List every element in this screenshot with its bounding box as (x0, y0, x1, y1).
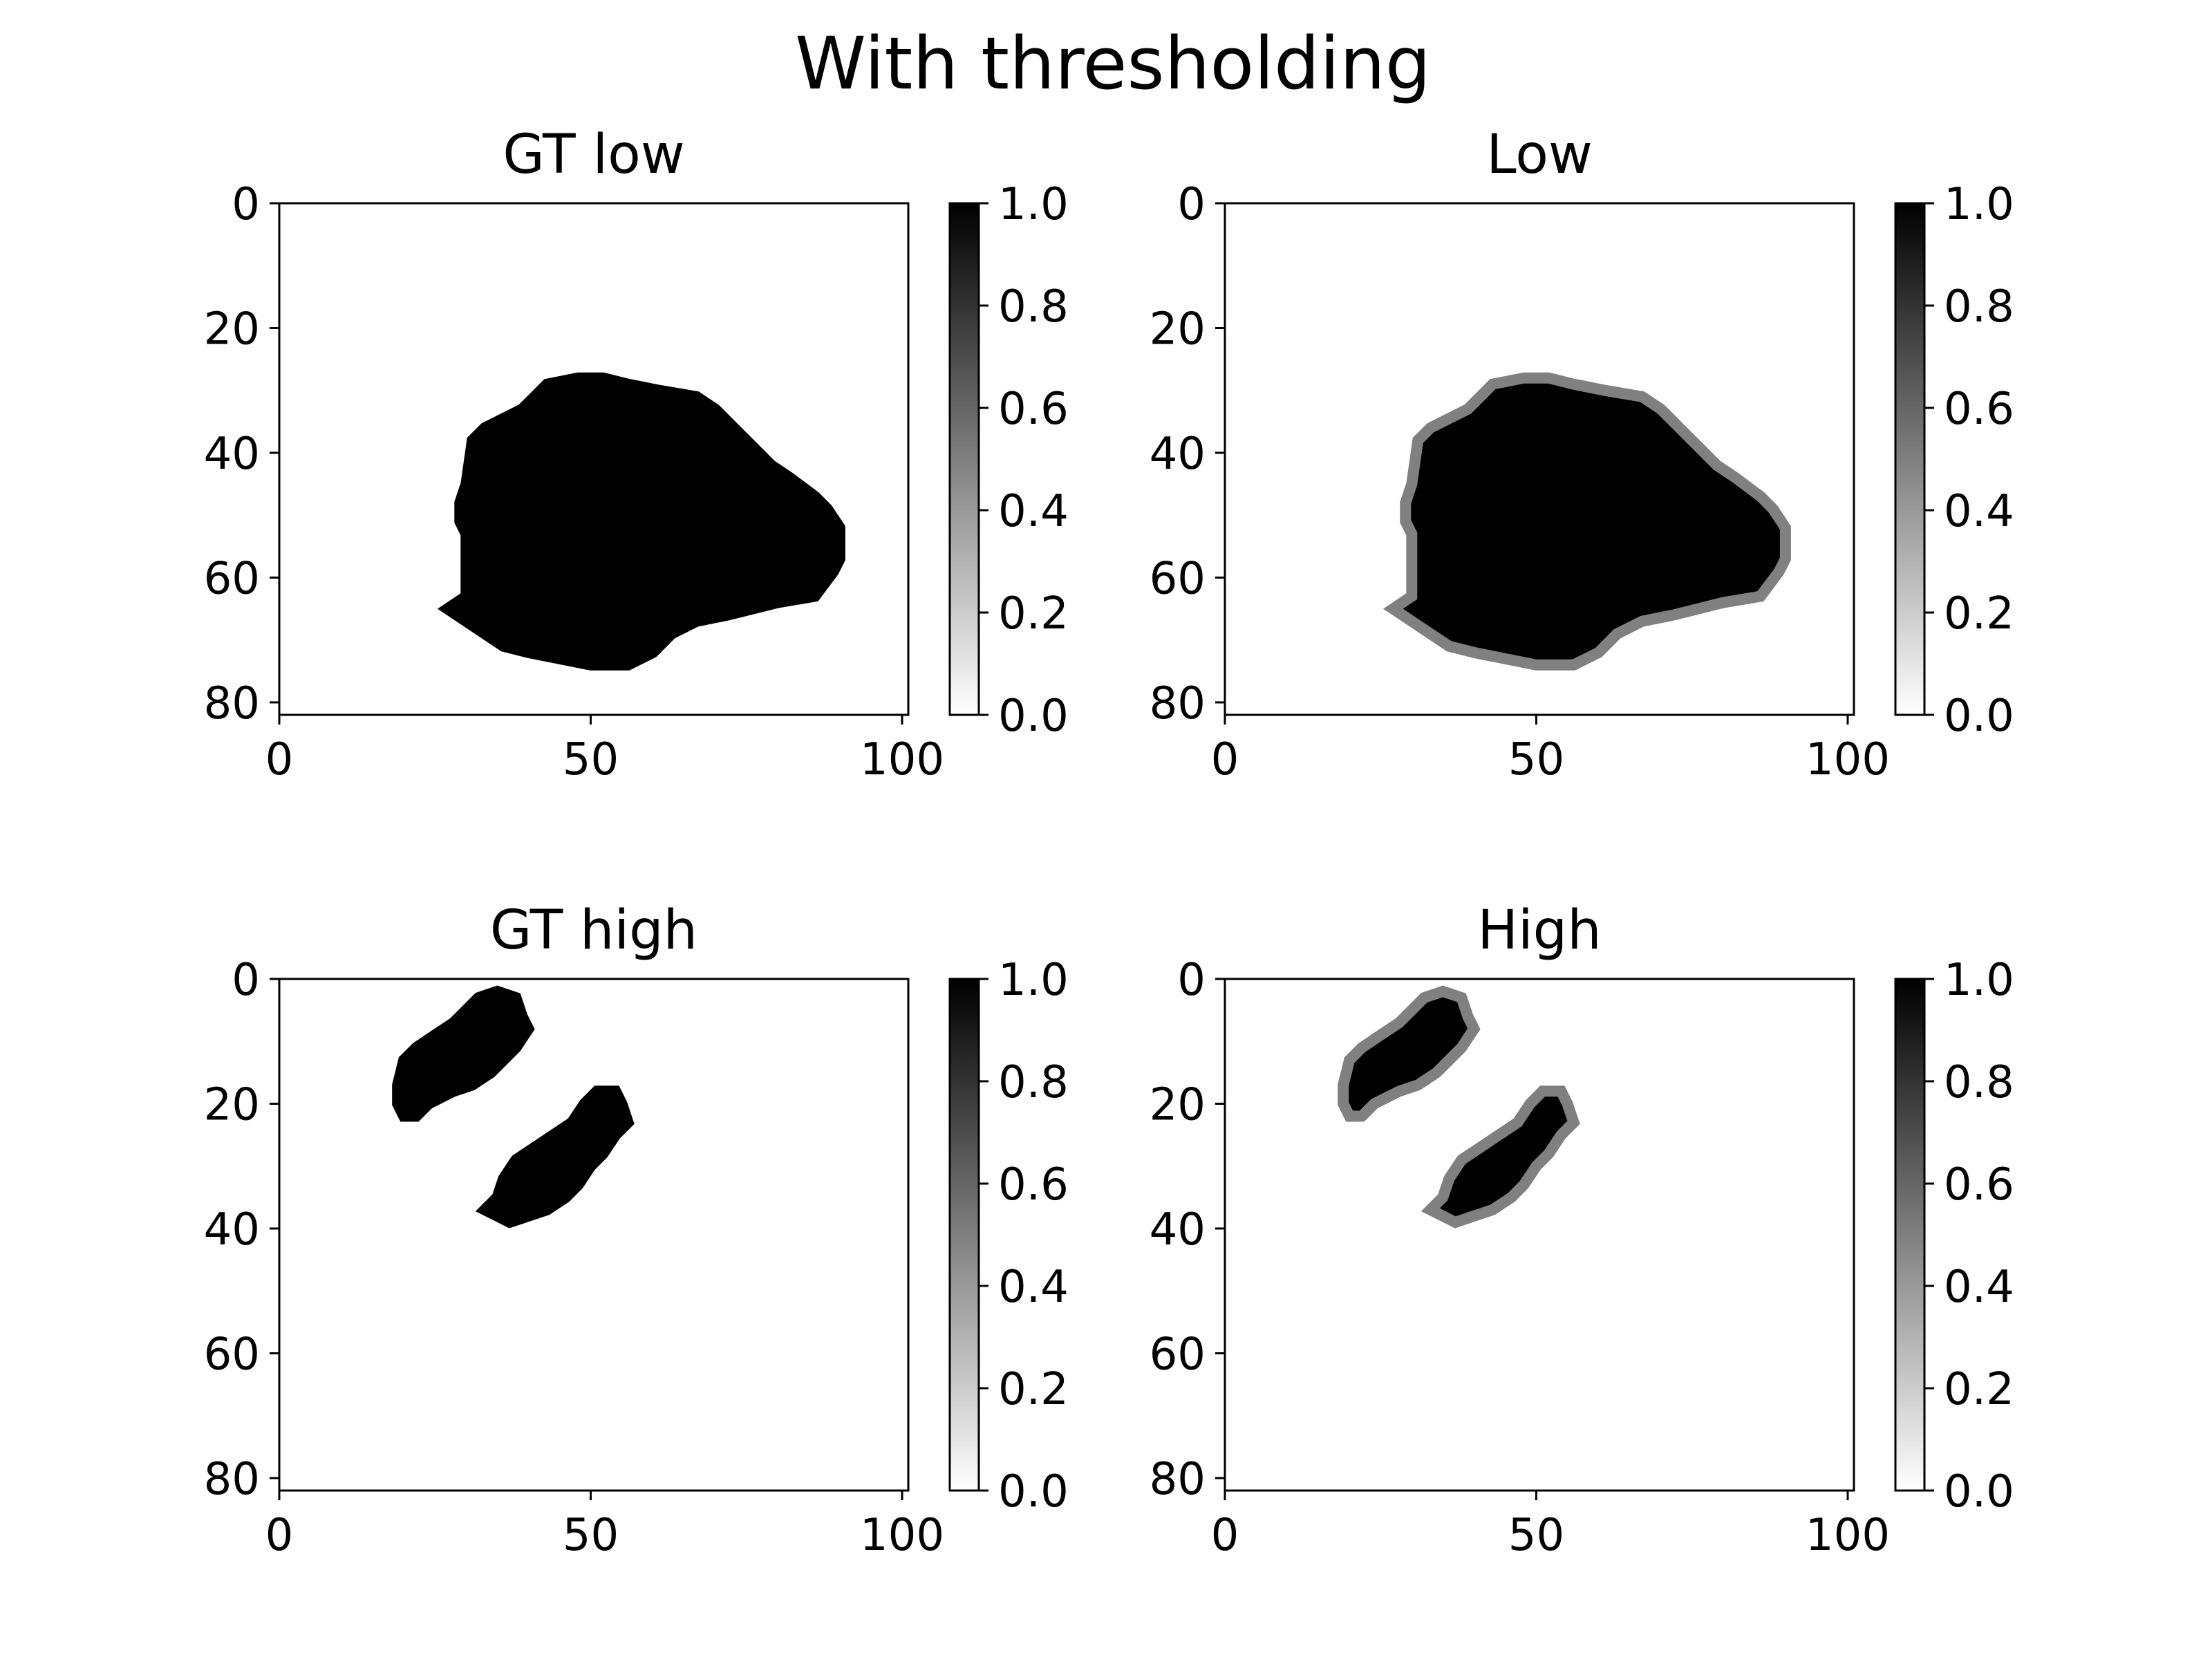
colorbar-tick-label: 0.2 (1944, 588, 2014, 639)
y-tick-label: 60 (1150, 553, 1206, 604)
colorbar-frame (1894, 202, 1926, 716)
axes-frame (278, 978, 910, 1492)
colorbar-tick-label: 0.8 (998, 1057, 1069, 1108)
panel-title: GT low (503, 124, 684, 186)
y-tick-label: 80 (204, 1454, 260, 1505)
colorbar-tick-label: 0.4 (1944, 1262, 2014, 1313)
axes-frame (1224, 978, 1855, 1492)
mask-blob-2 (1421, 1085, 1580, 1229)
y-tick-label: 0 (232, 955, 260, 1006)
colorbar-tick-label: 0.4 (998, 1262, 1069, 1313)
x-tick-label: 50 (1508, 1510, 1564, 1561)
colorbar-tick-label: 0.0 (998, 1466, 1069, 1518)
figure-title: With thresholding (795, 21, 1431, 106)
colorbar-tick-label: 1.0 (1944, 955, 2014, 1006)
y-tick-label: 60 (204, 1329, 260, 1380)
y-tick-label: 40 (204, 429, 260, 480)
y-tick-label: 40 (1150, 429, 1206, 480)
x-tick-label: 100 (860, 734, 944, 785)
colorbar-gradient (950, 979, 979, 1491)
panel-4: High 0 50 100 0 20 40 60 80 0.0 0.2 0.4 0.6 0.8 1.0 (1150, 899, 2014, 1561)
x-tick-label: 0 (1211, 734, 1239, 785)
image-background (1225, 979, 1854, 1491)
colorbar-tick-label: 0.6 (998, 384, 1069, 435)
mask-blob-1 (392, 985, 535, 1122)
y-tick-label: 20 (1150, 304, 1206, 355)
y-tick-label: 20 (1150, 1079, 1206, 1130)
x-tick-label: 0 (265, 1510, 294, 1561)
y-tick-label: 40 (1150, 1204, 1206, 1255)
panel-title: High (1477, 899, 1601, 962)
colorbar-frame (948, 978, 980, 1492)
colorbar-gradient (950, 203, 979, 715)
axes-frame (278, 202, 910, 716)
colorbar-frame (1894, 978, 1926, 1492)
y-tick-label: 0 (1177, 955, 1206, 1006)
colorbar-tick-label: 0.2 (998, 1364, 1069, 1415)
colorbar-tick-label: 1.0 (998, 955, 1069, 1006)
y-tick-label: 80 (204, 678, 260, 729)
panel-1: GT low 0 50 100 0 20 40 60 80 0.0 0.2 0.4 0.6 0.8 1.0 (204, 124, 1069, 785)
y-tick-label: 80 (1150, 678, 1206, 729)
colorbar-tick-label: 0.4 (1944, 486, 2014, 537)
y-tick-label: 20 (204, 304, 260, 355)
colorbar-tick-label: 0.2 (998, 588, 1069, 639)
panel-title: Low (1486, 124, 1593, 186)
image-background (279, 979, 908, 1491)
colorbar-tick-label: 0.4 (998, 486, 1069, 537)
mask-blob-1 (1338, 985, 1481, 1122)
colorbar-tick-label: 0.8 (1944, 1057, 2014, 1108)
panel-2: Low 0 50 100 0 20 40 60 80 0.0 0.2 0.4 0.6 0.8 1.0 (1150, 124, 2014, 785)
colorbar-tick-label: 0.8 (998, 281, 1069, 333)
colorbar-tick-label: 0.8 (1944, 281, 2014, 333)
y-tick-label: 60 (1150, 1329, 1206, 1380)
x-tick-label: 0 (265, 734, 294, 785)
x-tick-label: 50 (563, 1510, 619, 1561)
mask-blob-1 (437, 372, 845, 671)
x-tick-label: 0 (1211, 1510, 1239, 1561)
panel-3: GT high 0 50 100 0 20 40 60 80 0.0 0.2 0.4 0.6 0.8 1.0 (204, 899, 1069, 1561)
mask-blob-2 (475, 1085, 635, 1229)
colorbar-tick-label: 0.6 (1944, 384, 2014, 435)
colorbar-tick-label: 0.0 (998, 691, 1069, 742)
colorbar-tick-label: 0.6 (1944, 1159, 2014, 1211)
x-tick-label: 100 (860, 1510, 944, 1561)
colorbar-gradient (1895, 203, 1924, 715)
y-tick-label: 0 (1177, 179, 1206, 230)
colorbar-tick-label: 0.6 (998, 1159, 1069, 1211)
colorbar-tick-label: 0.0 (1944, 691, 2014, 742)
panel-title: GT high (490, 899, 697, 962)
y-tick-label: 60 (204, 553, 260, 604)
y-tick-label: 40 (204, 1204, 260, 1255)
colorbar-tick-label: 1.0 (998, 179, 1069, 230)
x-tick-label: 50 (563, 734, 619, 785)
y-tick-label: 20 (204, 1079, 260, 1130)
colorbar-tick-label: 0.0 (1944, 1466, 2014, 1518)
x-tick-label: 100 (1806, 734, 1890, 785)
colorbar-tick-label: 0.2 (1944, 1364, 2014, 1415)
x-tick-label: 50 (1508, 734, 1564, 785)
y-tick-label: 0 (232, 179, 260, 230)
y-tick-label: 80 (1150, 1454, 1206, 1505)
x-tick-label: 100 (1806, 1510, 1890, 1561)
axes-frame (1224, 202, 1855, 716)
colorbar-frame (948, 202, 980, 716)
colorbar-tick-label: 1.0 (1944, 179, 2014, 230)
mask-blob-1 (1382, 372, 1791, 671)
colorbar-gradient (1895, 979, 1924, 1491)
